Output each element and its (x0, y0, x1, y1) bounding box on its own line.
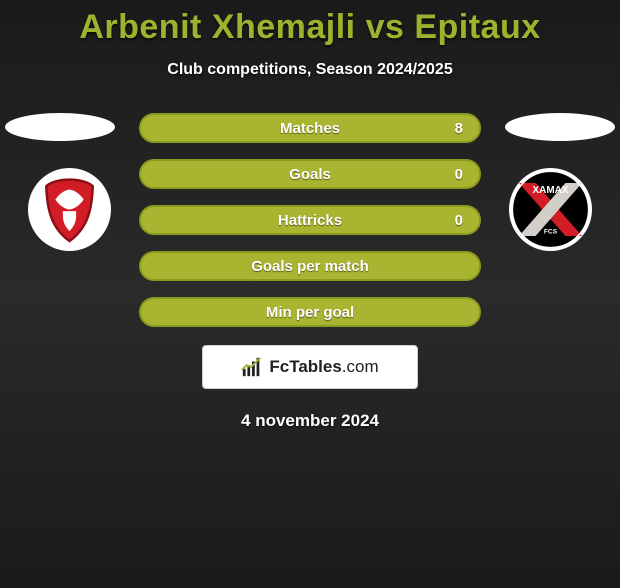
svg-text:FCS: FCS (544, 229, 558, 236)
comparison-area: XAMAX FCS Matches 8 Goals 0 Hattricks 0 … (0, 113, 620, 431)
stats-list: Matches 8 Goals 0 Hattricks 0 Goals per … (139, 113, 481, 327)
stat-row-goals-per-match: Goals per match (139, 251, 481, 281)
player-left-placeholder (5, 113, 115, 141)
club-badge-right: XAMAX FCS (509, 168, 592, 251)
stat-label: Matches (280, 120, 340, 137)
player-right-placeholder (505, 113, 615, 141)
stat-row-matches: Matches 8 (139, 113, 481, 143)
club-badge-left (28, 168, 111, 251)
stat-value-right: 0 (455, 212, 463, 229)
brand-text: FcTables.com (269, 357, 378, 377)
page-title: Arbenit Xhemajli vs Epitaux (0, 8, 620, 47)
page-subtitle: Club competitions, Season 2024/2025 (0, 61, 620, 79)
brand-name: FcTables (269, 357, 341, 376)
stat-label: Min per goal (266, 304, 354, 321)
stat-row-goals: Goals 0 (139, 159, 481, 189)
brand-box[interactable]: FcTables.com (202, 345, 418, 389)
xamax-text: XAMAX (533, 185, 569, 196)
vaduz-badge-icon (28, 168, 111, 251)
stat-row-min-per-goal: Min per goal (139, 297, 481, 327)
stat-label: Goals per match (251, 258, 369, 275)
stat-value-right: 8 (455, 120, 463, 137)
xamax-badge-icon: XAMAX FCS (509, 168, 592, 251)
brand-domain: .com (342, 357, 379, 376)
stat-row-hattricks: Hattricks 0 (139, 205, 481, 235)
generated-date: 4 november 2024 (0, 411, 620, 431)
stat-label: Goals (289, 166, 331, 183)
stat-value-right: 0 (455, 166, 463, 183)
stat-label: Hattricks (278, 212, 342, 229)
chart-icon (241, 356, 263, 378)
